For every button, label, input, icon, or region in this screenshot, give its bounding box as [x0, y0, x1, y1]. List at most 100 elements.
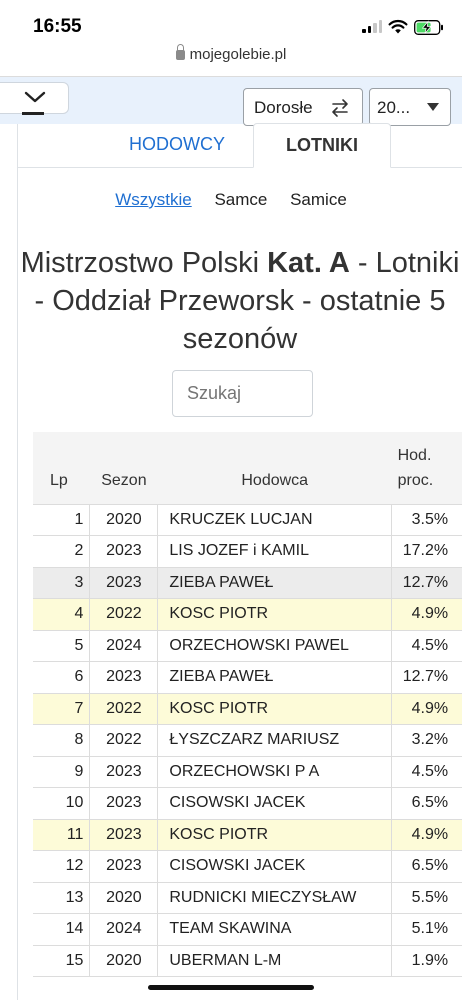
table-row[interactable]: 6 2023 ZIEBA PAWEŁ 12.7%: [33, 661, 462, 694]
content-panel: [17, 124, 462, 1000]
filter-wszystkie[interactable]: Wszystkie: [115, 190, 192, 209]
title-part-2: - Lotniki - Oddział Przeworsk - ostatnie…: [34, 247, 460, 355]
tab-hodowcy[interactable]: HODOWCY: [129, 134, 225, 154]
results-table-container[interactable]: Lp Sezon Hodowca Hod. proc. 1 2020 KRUCZEK …: [33, 432, 462, 977]
caret-down-icon: [427, 103, 439, 111]
cell-hodowca-text: CISOWSKI JACEK: [169, 857, 306, 875]
cell-hodowca-text: RUDNICKI MIECZYSŁAW: [169, 888, 357, 906]
sex-filter: Wszystkie Samce Samice: [0, 190, 462, 210]
cell-hodowca: KOSC PIOTR: [157, 692, 393, 725]
header-hod-proc[interactable]: Hod. proc.: [391, 432, 462, 505]
cell-lp-text: 11: [66, 825, 84, 843]
cell-proc: 1.9%: [391, 944, 462, 977]
year-value: 20...: [377, 98, 411, 117]
table-row[interactable]: 7 2022 KOSC PIOTR 4.9%: [33, 692, 462, 725]
results-table: Lp Sezon Hodowca Hod. proc. 1 2020 KRUCZEK …: [33, 432, 462, 977]
table-row[interactable]: 13 2020 RUDNICKI MIECZYSŁAW 5.5%: [33, 881, 462, 914]
cell-hodowca: UBERMAN L-M: [157, 944, 393, 977]
filter-samice[interactable]: Samice: [290, 190, 347, 209]
cell-hodowca-text: ORZECHOWSKI PAWEL: [169, 636, 349, 654]
table-row[interactable]: 5 2024 ORZECHOWSKI PAWEL 4.5%: [33, 629, 462, 662]
cell-sezon: 2022: [89, 598, 159, 631]
table-row[interactable]: 4 2022 KOSC PIOTR 4.9%: [33, 598, 462, 631]
cell-proc-text: 3.5%: [411, 510, 449, 528]
cell-proc: 4.9%: [391, 818, 462, 851]
cell-proc-text: 4.9%: [411, 825, 449, 843]
cell-lp: 5: [33, 629, 91, 662]
cell-proc-text: 6.5%: [411, 794, 449, 812]
cell-lp: 14: [33, 913, 91, 946]
age-category-select[interactable]: Dorosłe: [243, 88, 363, 126]
cell-sezon: 2023: [89, 818, 159, 851]
cell-lp: 6: [33, 661, 91, 694]
cell-sezon: 2023: [89, 787, 159, 820]
cell-proc-text: 4.5%: [411, 762, 449, 780]
cell-hodowca: LIS JOZEF i KAMIL: [157, 535, 393, 568]
table-row[interactable]: 15 2020 UBERMAN L-M 1.9%: [33, 944, 462, 977]
menu-line: [22, 112, 44, 115]
chevron-down-icon: [24, 91, 46, 103]
cell-lp-text: 3: [74, 573, 84, 591]
status-bar: 16:55: [0, 0, 462, 46]
cell-lp-text: 4: [74, 605, 84, 623]
cell-sezon-text: 2022: [106, 699, 142, 717]
cell-hodowca-text: ZIEBA PAWEŁ: [169, 573, 274, 591]
tab-lotniki-label: LOTNIKI: [286, 135, 358, 155]
lock-icon: [175, 44, 185, 60]
cell-sezon: 2023: [89, 850, 159, 883]
cell-hodowca-text: KOSC PIOTR: [169, 699, 269, 717]
year-select[interactable]: 20...: [369, 88, 451, 126]
cell-hodowca-text: KOSC PIOTR: [169, 605, 269, 623]
signal-icon: [362, 20, 384, 33]
cell-hodowca: ZIEBA PAWEŁ: [157, 661, 393, 694]
cell-proc: 4.5%: [391, 629, 462, 662]
cell-proc-text: 12.7%: [402, 668, 449, 686]
table-row[interactable]: 11 2023 KOSC PIOTR 4.9%: [33, 818, 462, 851]
table-row[interactable]: 3 2023 ZIEBA PAWEŁ 12.7%: [33, 566, 462, 599]
cell-proc-text: 4.9%: [411, 605, 449, 623]
header-lp[interactable]: Lp: [33, 432, 90, 505]
cell-sezon-text: 2023: [106, 857, 142, 875]
cell-lp: 4: [33, 598, 91, 631]
cell-hodowca: ZIEBA PAWEŁ: [157, 566, 393, 599]
cell-proc: 12.7%: [391, 566, 462, 599]
cell-proc: 4.5%: [391, 755, 462, 788]
cell-hodowca: CISOWSKI JACEK: [157, 787, 393, 820]
cell-hodowca-text: UBERMAN L-M: [169, 951, 282, 969]
cell-lp: 1: [33, 503, 91, 536]
cell-proc-text: 6.5%: [411, 857, 449, 875]
cell-lp: 13: [33, 881, 91, 914]
search-input[interactable]: [172, 370, 313, 417]
cell-sezon-text: 2023: [106, 573, 142, 591]
url-bar[interactable]: mojegolebie.pl: [0, 44, 462, 74]
table-row[interactable]: 12 2023 CISOWSKI JACEK 6.5%: [33, 850, 462, 883]
header-sezon[interactable]: Sezon: [89, 432, 158, 505]
cell-proc: 6.5%: [391, 787, 462, 820]
cell-hodowca: RUDNICKI MIECZYSŁAW: [157, 881, 393, 914]
table-row[interactable]: 14 2024 TEAM SKAWINA 5.1%: [33, 913, 462, 946]
table-row[interactable]: 9 2023 ORZECHOWSKI P A 4.5%: [33, 755, 462, 788]
cell-lp: 10: [33, 787, 91, 820]
cell-proc-text: 5.1%: [411, 920, 449, 938]
age-category-value: Dorosłe: [254, 98, 313, 117]
table-row[interactable]: 8 2022 ŁYSZCZARZ MARIUSZ 3.2%: [33, 724, 462, 757]
cell-hodowca: ORZECHOWSKI P A: [157, 755, 393, 788]
filter-samce[interactable]: Samce: [214, 190, 268, 209]
table-row[interactable]: 2 2023 LIS JOZEF i KAMIL 17.2%: [33, 535, 462, 568]
cell-hodowca: KOSC PIOTR: [157, 598, 393, 631]
cell-lp-text: 14: [65, 920, 84, 938]
cell-sezon: 2020: [89, 881, 159, 914]
cell-proc: 4.9%: [391, 692, 462, 725]
cell-proc-text: 4.9%: [411, 699, 449, 717]
cell-lp-text: 1: [74, 510, 84, 528]
tab-bar: HODOWCY LOTNIKI: [18, 123, 462, 168]
table-row[interactable]: 10 2023 CISOWSKI JACEK 6.5%: [33, 787, 462, 820]
cell-sezon-text: 2020: [106, 510, 142, 528]
menu-toggle-button[interactable]: [0, 82, 69, 114]
header-hodowca[interactable]: Hodowca: [157, 432, 392, 505]
tab-lotniki[interactable]: LOTNIKI: [253, 123, 391, 168]
cell-lp: 3: [33, 566, 91, 599]
cell-hodowca: ŁYSZCZARZ MARIUSZ: [157, 724, 393, 757]
cell-hodowca-text: TEAM SKAWINA: [169, 920, 292, 938]
table-row[interactable]: 1 2020 KRUCZEK LUCJAN 3.5%: [33, 503, 462, 536]
